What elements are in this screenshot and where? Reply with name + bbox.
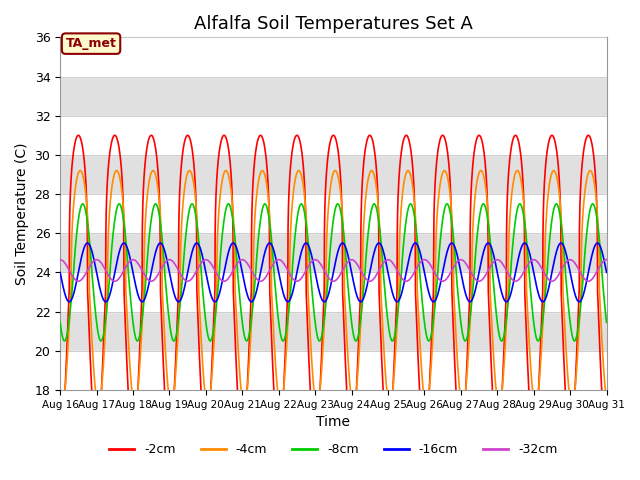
Text: TA_met: TA_met <box>66 37 116 50</box>
-4cm <box>384 396 392 402</box>
-16cm <box>412 240 419 246</box>
Line: -4cm: -4cm <box>60 170 607 406</box>
Bar <box>60 194 607 233</box>
Y-axis label: Soil Temperature (C): Soil Temperature (C) <box>15 143 29 285</box>
Bar <box>60 351 607 390</box>
Legend: -2cm, -4cm, -8cm, -16cm, -32cm: -2cm, -4cm, -8cm, -16cm, -32cm <box>104 438 563 461</box>
-2cm <box>603 438 611 444</box>
-8cm <box>56 320 64 325</box>
-16cm <box>384 269 392 275</box>
-2cm <box>156 195 163 201</box>
-4cm <box>412 216 419 222</box>
-32cm <box>56 257 64 263</box>
Line: -32cm: -32cm <box>60 260 607 281</box>
-4cm <box>586 168 594 173</box>
-4cm <box>603 397 611 403</box>
-16cm <box>56 270 64 276</box>
-16cm <box>229 240 237 246</box>
-32cm <box>412 267 419 273</box>
Bar <box>60 273 607 312</box>
-16cm <box>603 270 611 276</box>
-8cm <box>506 283 513 289</box>
-2cm <box>56 438 64 444</box>
-32cm <box>384 257 392 263</box>
-16cm <box>156 240 163 246</box>
Bar <box>60 116 607 155</box>
-2cm <box>265 206 273 212</box>
-32cm <box>464 264 472 270</box>
Line: -16cm: -16cm <box>60 243 607 302</box>
Line: -8cm: -8cm <box>60 204 607 341</box>
-2cm <box>412 293 419 299</box>
-8cm <box>265 216 273 221</box>
-8cm <box>407 201 415 207</box>
-8cm <box>464 330 472 336</box>
-8cm <box>61 338 68 344</box>
-8cm <box>603 320 611 325</box>
-2cm <box>506 159 513 165</box>
-16cm <box>429 299 437 305</box>
-32cm <box>156 269 163 275</box>
-4cm <box>156 199 163 205</box>
-8cm <box>156 214 163 219</box>
-4cm <box>506 221 513 227</box>
Line: -2cm: -2cm <box>60 135 607 441</box>
-8cm <box>412 223 420 228</box>
-16cm <box>506 295 513 300</box>
Title: Alfalfa Soil Temperatures Set A: Alfalfa Soil Temperatures Set A <box>194 15 473 33</box>
-2cm <box>257 132 264 138</box>
-32cm <box>265 269 273 275</box>
-16cm <box>464 298 472 303</box>
-4cm <box>56 397 64 403</box>
-16cm <box>265 240 273 246</box>
-32cm <box>506 273 513 279</box>
-32cm <box>603 257 611 263</box>
-2cm <box>464 337 472 343</box>
-2cm <box>384 438 392 444</box>
-4cm <box>265 204 273 209</box>
-32cm <box>257 278 264 284</box>
-4cm <box>464 357 472 363</box>
Bar <box>60 37 607 76</box>
-4cm <box>240 403 248 408</box>
X-axis label: Time: Time <box>316 415 350 429</box>
-8cm <box>384 319 392 325</box>
